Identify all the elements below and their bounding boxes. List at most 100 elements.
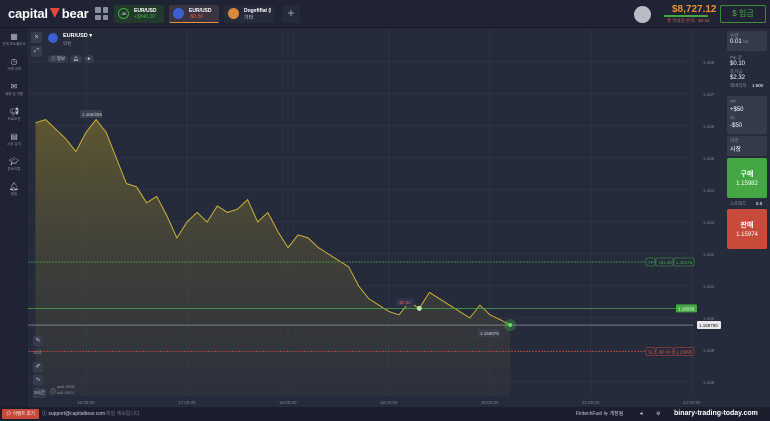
sl-price: 1.15895 — [676, 350, 693, 355]
watermark: binary-trading-today.com — [674, 410, 758, 417]
asset-selector[interactable]: EUR/USD ▾ — [63, 33, 93, 39]
eur-usd-flag-icon — [48, 33, 58, 43]
sidebar: ▦ 전체 포트폴리오 ◷ 거래 내역 ✉ 채팅 및 지원 📢︎ 프로모션 ▤ 시장 분석 🎓︎ 튜토리… — [0, 28, 28, 407]
deposit-label: 입금 — [738, 9, 754, 18]
tab-name: Dogefiflat (D... — [244, 8, 271, 14]
asset-name: EUR/USD — [63, 33, 88, 39]
entry-pnl-tag: -$0.56 — [398, 300, 411, 305]
x-tick-label: 18:00:00 — [279, 400, 297, 405]
expand-icon[interactable]: ⤢ — [31, 46, 42, 57]
settings-icon[interactable]: ⚙ — [656, 411, 661, 417]
current-point — [508, 323, 513, 328]
buy-button[interactable]: 구매 1.15982 — [727, 158, 767, 198]
balance[interactable]: $8,727.12 — [672, 4, 717, 15]
entry-price-tag-bg — [676, 304, 697, 313]
x-tick-label: 19:00:00 — [380, 400, 398, 405]
sidebar-item-0[interactable]: ▦ 전체 포트폴리오 — [0, 32, 28, 47]
price-label: 가격 — [730, 138, 739, 143]
x-tick-label: 22:00:00 — [683, 400, 701, 405]
sidebar-item-label: 전체 포트폴리오 — [2, 42, 26, 46]
unrealized-pnl: 총 미실현 손익: -$0.56 — [667, 18, 710, 23]
sidebar-item-2[interactable]: ✉ 채팅 및 지원 — [0, 82, 28, 97]
star-icon[interactable]: ★ — [83, 55, 94, 63]
tp-tag-bg — [645, 257, 656, 267]
sidebar-item-4[interactable]: ▤ 시장 분석 — [0, 132, 28, 147]
tab-sub: 기타 — [244, 15, 254, 21]
sl-label: SL — [730, 115, 736, 120]
asset-tab-3[interactable]: Dogefiflat (D...기타 — [224, 5, 274, 23]
low-label: 1.159675 — [480, 331, 499, 336]
volume-icon[interactable]: 🔊︎ — [640, 411, 644, 417]
sl-tag: SL — [648, 350, 654, 355]
asset-type: 외환 — [63, 41, 72, 46]
x-tick-label: 16:00:00 — [77, 400, 95, 405]
tp-value[interactable]: +$50 — [730, 107, 744, 113]
sidebar-item-5[interactable]: 🎓︎ 튜토리얼 — [0, 157, 28, 172]
margin-label: 증거금 — [730, 69, 743, 74]
sl-value[interactable]: -$50 — [730, 123, 743, 129]
pencil-icon[interactable]: ✐ — [33, 362, 43, 372]
sl-price-bg — [673, 347, 695, 356]
draw-tool-icon[interactable]: ✎ — [33, 336, 43, 346]
y-tick-label: 1.158 — [703, 380, 715, 385]
high-label: 1.166/255 — [82, 112, 103, 117]
sidebar-item-6[interactable]: 🔔︎ 알림 — [0, 182, 28, 197]
tab-name: EUR/USD — [189, 8, 212, 14]
amount-unit: lot — [743, 39, 749, 44]
chat-icon: ✉ — [10, 82, 18, 91]
news-ticker[interactable]: FintechFuel 뉴 개장됨 — [576, 411, 624, 417]
asset-tab-2[interactable]: EUR/USD -$0.56 — [169, 5, 219, 23]
chart-type-icon[interactable]: ∿ — [33, 375, 43, 385]
y-tick-label: 1.163 — [703, 220, 715, 225]
spread-label: 스프레드 — [730, 201, 747, 206]
megaphone-icon: 📢︎ — [8, 107, 20, 116]
close-icon[interactable]: × — [31, 32, 42, 43]
deposit-button[interactable]: $ 입금 — [720, 5, 766, 23]
clock-icon: ◷ — [10, 57, 18, 66]
tab-sub: -$0.56 — [189, 14, 204, 20]
x-tick-label: 20:00:00 — [481, 400, 499, 405]
sidebar-item-3[interactable]: 📢︎ 프로모션 — [0, 107, 28, 122]
leverage-label: 레버리지 — [730, 83, 747, 88]
education-icon: 🎓︎ — [8, 157, 20, 166]
avatar[interactable] — [634, 6, 651, 23]
info-icon: ⓘ — [50, 390, 57, 396]
sell-button[interactable]: 판매 1.15974 — [727, 209, 767, 249]
sidebar-item-label: 거래 내역 — [7, 67, 21, 71]
add-tab-button[interactable]: + — [282, 5, 300, 23]
tp-label: TP — [730, 99, 736, 104]
sidebar-item-label: 채팅 및 지원 — [4, 92, 24, 96]
top-bar: capital bear -30 EUR/USD +$840.30 EUR/USD -$… — [0, 0, 770, 28]
y-tick-label: 1.164 — [703, 188, 715, 193]
x-tick-label: 21:00:00 — [582, 400, 600, 405]
info-button[interactable]: ⓘ 정보 — [48, 55, 69, 63]
entry-point — [416, 305, 422, 311]
sidebar-item-1[interactable]: ◷ 거래 내역 — [0, 57, 28, 72]
sl-pnl-bg — [655, 347, 674, 356]
sidebar-item-label: 시장 분석 — [7, 142, 21, 146]
alert-bell-icon[interactable]: 🔔︎ — [70, 55, 82, 63]
chat-button[interactable]: 💬︎ 이벤트 후기 — [2, 409, 39, 419]
sell-price: 1.15974 — [736, 232, 758, 238]
period-selector[interactable]: 3시간 — [33, 388, 46, 398]
support-email[interactable]: ⓘ support@capitalbear.com — [42, 411, 106, 417]
sl-tag-bg — [645, 347, 656, 356]
apps-grid-icon[interactable] — [95, 7, 108, 20]
chart-area[interactable]: 1.168 1.167 1.166 1.165 1.164 1.163 1.162 1.161… — [28, 28, 725, 407]
price-value: 시장 — [730, 147, 742, 153]
current-price-tag-bg — [697, 321, 721, 330]
y-tick-label: 1.168 — [703, 60, 715, 65]
analysis-icon: ▤ — [10, 132, 18, 141]
price-chart[interactable]: 1.168 1.167 1.166 1.165 1.164 1.163 1.162 1.161… — [28, 28, 725, 407]
timeframe[interactable]: 30초 — [33, 350, 43, 355]
tp-sl-box[interactable]: TP +$50 SL -$50 — [727, 96, 767, 134]
info-label: 정보 — [56, 56, 66, 61]
y-tick-label: 1.167 — [703, 92, 715, 97]
tp-price: 1.16175 — [676, 260, 693, 265]
amount-field[interactable]: 수량 0.01 lot — [727, 31, 767, 51]
logo[interactable]: capital bear — [8, 6, 89, 21]
eur-usd-flag-icon — [173, 8, 184, 19]
sidebar-item-label: 알림 — [10, 192, 18, 196]
asset-tab-1[interactable]: -30 EUR/USD +$840.30 — [114, 5, 164, 23]
